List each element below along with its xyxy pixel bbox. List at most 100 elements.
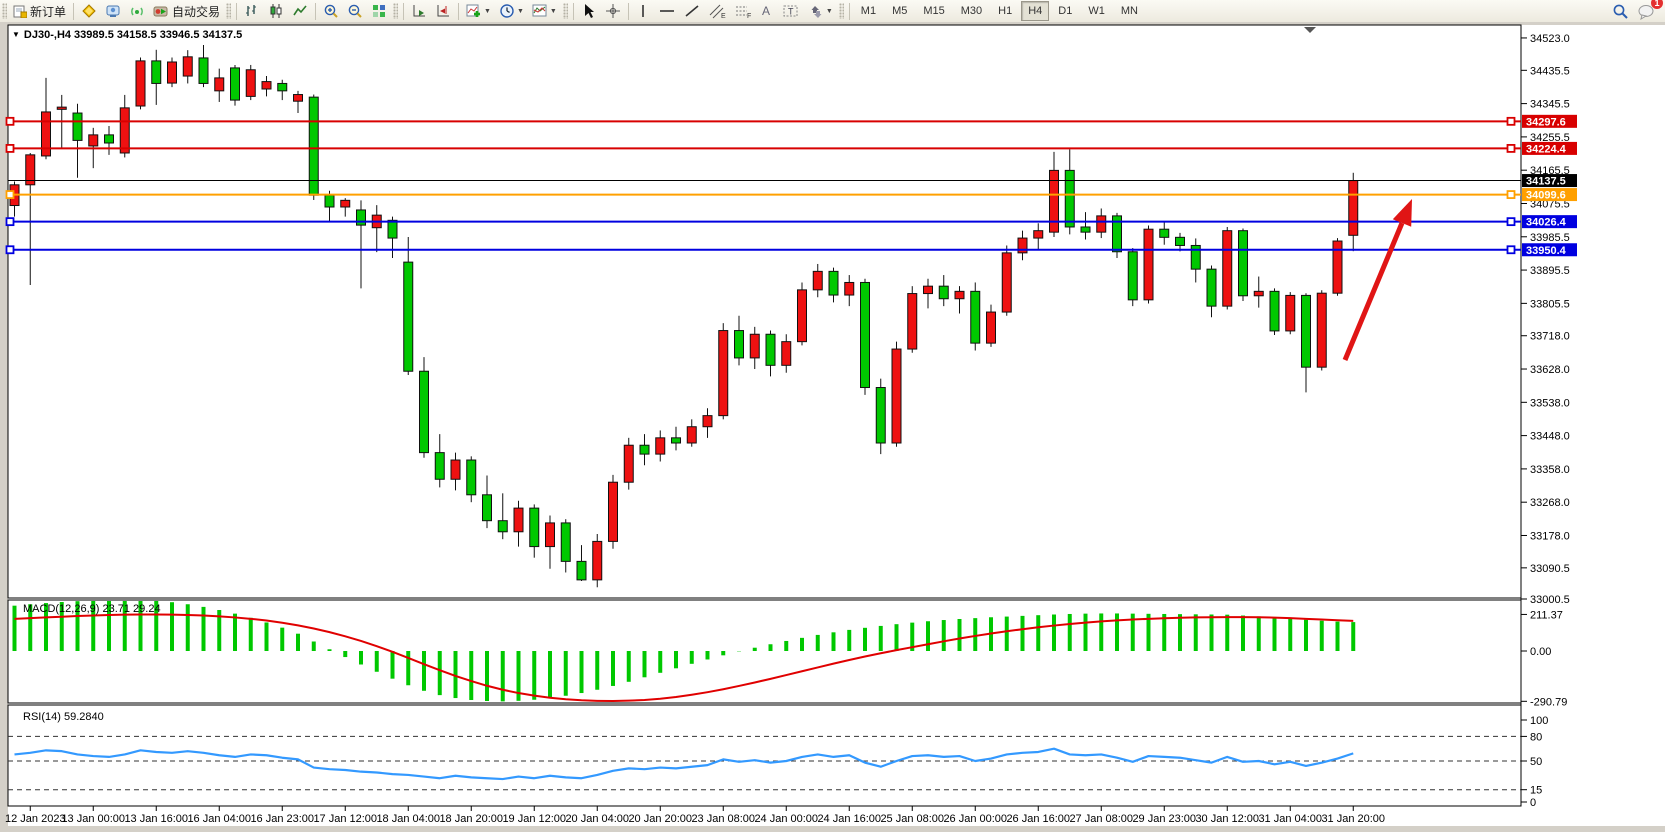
bar-chart-button[interactable] [240, 0, 264, 22]
svg-text:34345.5: 34345.5 [1530, 99, 1570, 111]
horizontal-line-button[interactable] [654, 0, 680, 22]
level-handle[interactable] [1506, 190, 1516, 199]
svg-text:80: 80 [1530, 731, 1542, 743]
fibonacci-button[interactable]: F [730, 0, 756, 22]
level-handle[interactable] [1506, 144, 1516, 153]
chevron-down-icon: ▼ [484, 7, 491, 15]
templates-button[interactable]: ▼ [528, 0, 561, 22]
timeframe-m15-button[interactable]: M15 [923, 5, 945, 17]
svg-text:A: A [762, 4, 770, 18]
time-axis-label: 31 Jan 20:00 [1321, 813, 1385, 825]
text-icon: A [760, 3, 774, 19]
candlestick-chart-button[interactable] [264, 0, 288, 22]
text-label-button[interactable]: T [778, 0, 804, 22]
signal-button[interactable] [125, 0, 149, 22]
price-chart-canvas[interactable]: 34523.034435.534345.534255.534165.534075… [0, 22, 1665, 832]
trendline-button[interactable] [680, 0, 704, 22]
periods-button[interactable]: ▼ [495, 0, 528, 22]
zoom-in-icon [323, 3, 339, 19]
timeframe-h4-button[interactable]: H4 [1021, 1, 1050, 21]
svg-text:33448.0: 33448.0 [1530, 431, 1570, 443]
svg-text:33538.0: 33538.0 [1530, 397, 1570, 409]
timeframe-w1-button[interactable]: W1 [1088, 5, 1105, 17]
candlestick-chart-icon [268, 3, 284, 19]
templates-icon [532, 3, 548, 19]
time-axis-label: 13 Jan 16:00 [124, 813, 188, 825]
time-axis-label: 18 Jan 04:00 [376, 813, 440, 825]
arrows-button[interactable]: ▼ [804, 0, 837, 22]
crosshair-icon [605, 3, 621, 19]
vertical-line-icon [636, 3, 650, 19]
level-handle[interactable] [5, 217, 15, 227]
market-button[interactable] [77, 0, 101, 22]
chart-collapse-icon[interactable]: ▼ [12, 30, 20, 39]
time-axis-label: 16 Jan 04:00 [187, 813, 251, 825]
toolbar-grip[interactable] [2, 3, 7, 19]
rsi-indicator-label: RSI(14) 59.2840 [23, 711, 104, 723]
timeframe-mn-button[interactable]: MN [1120, 5, 1138, 17]
timeframe-m5-button[interactable]: M5 [892, 5, 908, 17]
equidistant-channel-icon: E [708, 3, 726, 19]
periods-icon [499, 3, 515, 19]
annotation-arrow[interactable] [1342, 199, 1412, 361]
search-button[interactable] [1608, 0, 1633, 22]
macd-panel[interactable]: 211.37 0.00 -290.79 [12, 601, 1568, 708]
new-order-icon [13, 4, 27, 18]
svg-text:34075.5: 34075.5 [1530, 198, 1570, 210]
text-button[interactable]: A [756, 0, 778, 22]
chart-shift-button[interactable] [431, 0, 455, 22]
cursor-button[interactable] [577, 0, 601, 22]
time-axis-label: 25 Jan 08:00 [880, 813, 944, 825]
notifications-button[interactable]: 1 [1633, 0, 1663, 22]
tile-windows-button[interactable] [367, 0, 391, 22]
level-handle[interactable] [1506, 116, 1516, 126]
svg-text:0.00: 0.00 [1530, 646, 1551, 658]
chevron-down-icon: ▼ [825, 7, 833, 15]
svg-text:34137.5: 34137.5 [1526, 176, 1566, 188]
timeframe-h1-button[interactable]: H1 [998, 5, 1013, 17]
indicators-icon [466, 3, 482, 19]
svg-text:34255.5: 34255.5 [1530, 132, 1570, 144]
level-handle[interactable] [5, 190, 15, 199]
zoom-out-button[interactable] [343, 0, 367, 22]
svg-text:33090.5: 33090.5 [1530, 563, 1570, 575]
svg-text:15: 15 [1530, 785, 1542, 797]
horizontal-line-icon [658, 3, 676, 19]
indicators-button[interactable]: ▼ [462, 0, 495, 22]
macd-signal-line [14, 613, 1354, 703]
time-axis-label: 30 Jan 12:00 [1195, 813, 1259, 825]
level-handle[interactable] [1506, 245, 1516, 255]
level-handle[interactable] [1506, 217, 1516, 227]
equidistant-channel-button[interactable]: E [704, 0, 730, 22]
auto-scroll-button[interactable] [407, 0, 431, 22]
line-chart-button[interactable] [288, 0, 312, 22]
timeframe-m1-button[interactable]: M1 [860, 5, 877, 17]
svg-text:33000.5: 33000.5 [1530, 594, 1570, 606]
timeframe-d1-button[interactable]: D1 [1058, 5, 1073, 17]
svg-text:33950.4: 33950.4 [1526, 245, 1567, 257]
chart-window[interactable]: 34523.0 34435.5 34345.5 34255.5 34165.5 34075… [0, 22, 1665, 832]
tile-windows-icon [371, 3, 387, 19]
signal-icon [129, 3, 145, 19]
price-axis[interactable]: 34523.034435.534345.534255.534165.534075… [1521, 33, 1577, 606]
new-order-button[interactable]: 新订单 [9, 0, 70, 22]
vertical-line-button[interactable] [632, 0, 654, 22]
level-handle[interactable] [5, 245, 15, 255]
svg-text:33628.0: 33628.0 [1530, 364, 1570, 376]
chart-shift-marker[interactable] [1304, 27, 1316, 33]
timeframe-m30-button[interactable]: M30 [960, 5, 983, 17]
svg-text:34026.4: 34026.4 [1526, 217, 1567, 229]
rsi-panel[interactable]: 100 80 50 150 [8, 715, 1548, 809]
line-chart-icon [292, 3, 308, 19]
gold-icon [81, 3, 97, 19]
zoom-in-button[interactable] [319, 0, 343, 22]
horizontal-levels [5, 116, 1521, 255]
svg-text:33805.5: 33805.5 [1530, 298, 1570, 310]
level-handle[interactable] [5, 116, 15, 126]
crosshair-button[interactable] [601, 0, 625, 22]
time-axis-label: 13 Jan 00:00 [61, 813, 125, 825]
community-button[interactable] [101, 0, 125, 22]
level-handle[interactable] [5, 144, 15, 153]
autotrading-button[interactable]: 自动交易 [149, 0, 224, 22]
